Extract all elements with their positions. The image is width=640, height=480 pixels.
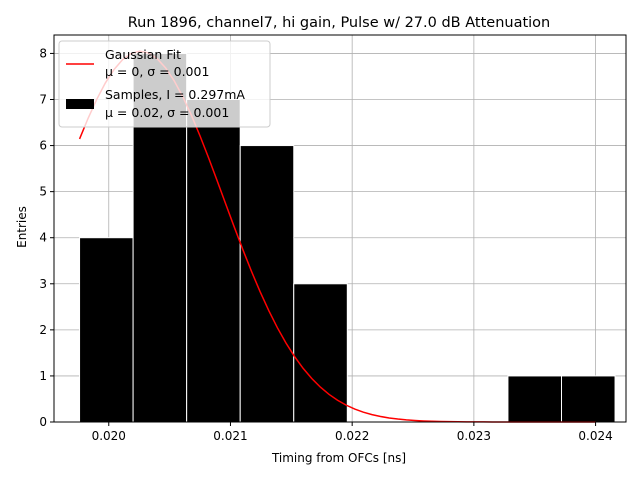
y-tick-label: 6 (39, 139, 47, 153)
x-tick-label: 0.022 (335, 429, 369, 443)
histogram-bar (239, 145, 295, 423)
histogram-bar (560, 375, 616, 423)
histogram-bar (293, 283, 348, 423)
y-axis-label: Entries (15, 206, 29, 248)
x-tick-label: 0.021 (213, 429, 247, 443)
y-tick-label: 2 (39, 323, 47, 337)
histogram-bars (79, 52, 616, 423)
y-tick-label: 3 (39, 277, 47, 291)
y-axis-ticks: 0 1 2 3 4 5 6 7 8 (39, 46, 54, 429)
legend-samples-name: Samples, I = 0.297mA (105, 87, 245, 102)
x-axis-label: Timing from OFCs [ns] (271, 451, 406, 465)
legend-fit-name: Gaussian Fit (105, 47, 181, 62)
y-tick-label: 4 (39, 231, 47, 245)
legend-fit-stats: μ = 0, σ = 0.001 (105, 64, 209, 79)
x-tick-label: 0.020 (92, 429, 126, 443)
legend-samples-stats: μ = 0.02, σ = 0.001 (105, 105, 229, 120)
histogram-bar (79, 237, 134, 423)
y-tick-label: 5 (39, 185, 47, 199)
x-axis-ticks: 0.020 0.021 0.022 0.023 0.024 (92, 422, 613, 443)
y-tick-label: 0 (39, 415, 47, 429)
legend: Gaussian Fit μ = 0, σ = 0.001 Samples, I… (58, 40, 271, 128)
y-tick-label: 8 (39, 46, 47, 60)
legend-samples-swatch (66, 99, 94, 109)
x-tick-label: 0.024 (578, 429, 612, 443)
x-tick-label: 0.023 (457, 429, 491, 443)
plot-frame (53, 34, 627, 423)
chart-title: Run 1896, channel7, hi gain, Pulse w/ 27… (128, 15, 551, 31)
histogram-bar (186, 99, 241, 423)
legend-box (58, 40, 271, 128)
histogram-bar (507, 375, 562, 423)
y-tick-label: 7 (39, 93, 47, 107)
y-tick-label: 1 (39, 369, 47, 383)
